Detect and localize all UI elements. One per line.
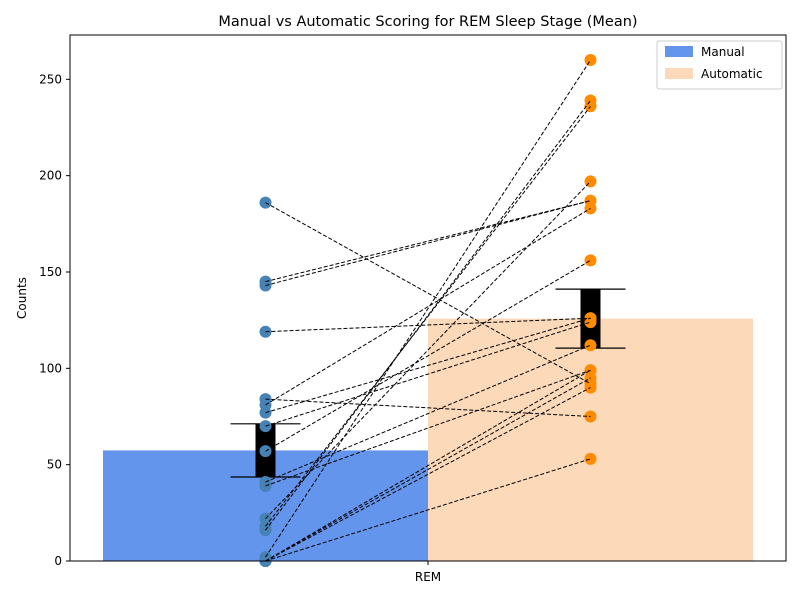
paired-connector — [265, 398, 591, 417]
paired-connector — [265, 387, 591, 562]
paired-connector — [265, 59, 591, 558]
paired-connector — [265, 458, 591, 562]
y-tick-label: 250 — [39, 72, 62, 86]
y-tick-label: 100 — [39, 361, 62, 375]
paired-connector — [265, 317, 591, 333]
automatic-point — [584, 254, 597, 267]
legend: Manual Automatic — [656, 40, 783, 90]
paired-connector — [265, 200, 591, 286]
automatic-point — [584, 94, 597, 107]
x-tick-label: REM — [415, 570, 441, 584]
paired-connector — [265, 259, 591, 452]
legend-swatch-automatic — [665, 68, 693, 79]
legend-swatch-manual — [665, 46, 693, 57]
paired-connector — [265, 105, 591, 527]
legend-label-manual: Manual — [701, 45, 745, 59]
y-tick-label: 50 — [47, 458, 62, 472]
automatic-point — [584, 54, 597, 67]
paired-connector — [265, 317, 591, 414]
paired-connector — [265, 369, 591, 487]
paired-connector — [265, 202, 591, 385]
y-tick-label: 200 — [39, 169, 62, 183]
y-tick-label: 150 — [39, 265, 62, 279]
automatic-point — [584, 316, 597, 329]
paired-connector — [265, 344, 591, 483]
paired-connector — [265, 181, 591, 519]
paired-connector — [265, 207, 591, 406]
paired-connector — [265, 369, 591, 562]
bar-automatic — [428, 318, 753, 561]
automatic-point — [584, 452, 597, 465]
axes: 0 50 100 150 200 250 REM — [39, 34, 787, 584]
paired-connector — [265, 321, 591, 427]
paired-connector — [265, 200, 591, 283]
legend-label-automatic: Automatic — [701, 67, 763, 81]
paired-connector — [265, 377, 591, 562]
y-axis-label: Counts — [15, 277, 29, 319]
y-tick-label: 0 — [54, 554, 62, 568]
chart-title: Manual vs Automatic Scoring for REM Slee… — [218, 14, 637, 30]
automatic-point — [584, 339, 597, 352]
plot-area — [103, 54, 753, 567]
